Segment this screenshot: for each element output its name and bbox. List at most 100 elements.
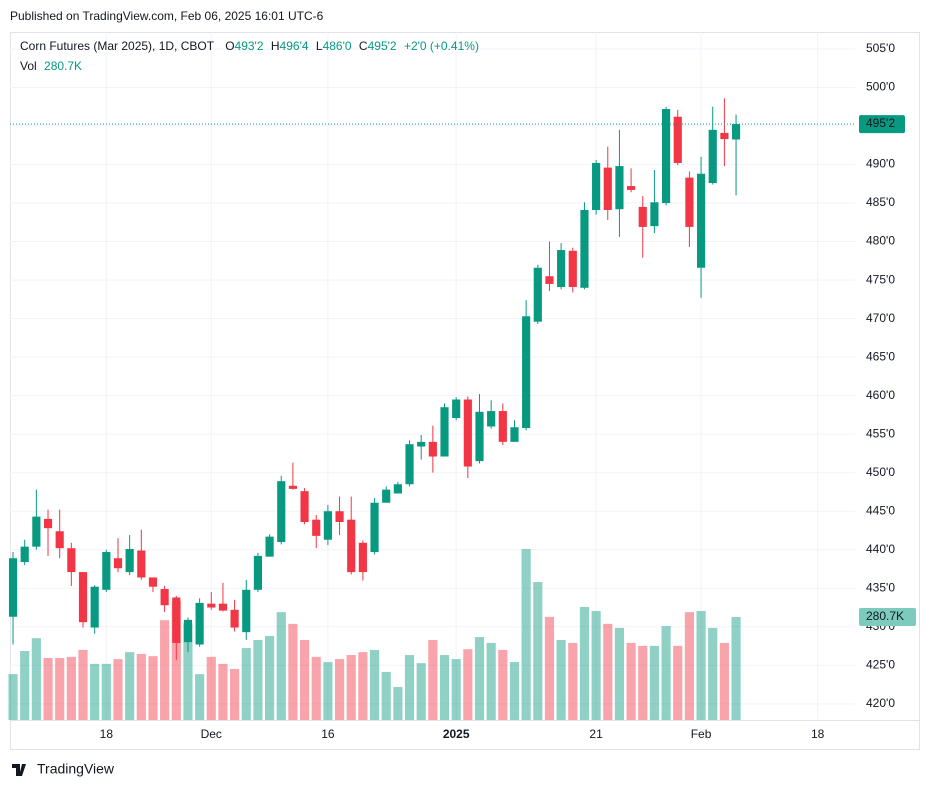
x-tick-label: 2025 <box>443 727 470 741</box>
legend-key: H <box>271 39 280 53</box>
volume-bar <box>451 659 461 720</box>
candle-body <box>172 597 181 643</box>
volume-bar <box>673 645 683 720</box>
last-price-label: 495'2 <box>866 116 895 130</box>
y-tick-label: 460'0 <box>866 388 895 402</box>
candle-body <box>452 399 461 418</box>
candle-body <box>393 484 402 494</box>
volume-bar <box>544 616 555 720</box>
volume-bar <box>556 640 566 720</box>
legend-value: 496'4 <box>280 39 309 53</box>
volume-bar <box>696 611 706 720</box>
candle-body <box>90 586 99 628</box>
volume-bar <box>288 623 298 720</box>
volume-bar <box>486 642 496 720</box>
candle-body <box>522 316 531 429</box>
last-volume-label: 280.7K <box>866 609 904 623</box>
candle-body <box>475 411 484 462</box>
candle-body <box>67 548 76 573</box>
volume-bar <box>661 626 671 720</box>
candle-body <box>440 407 449 457</box>
y-tick-label: 455'0 <box>866 426 895 440</box>
volume-bar <box>533 582 543 720</box>
candle-body <box>615 166 624 210</box>
volume-bar <box>603 623 613 720</box>
legend-value: 486'0 <box>323 39 352 53</box>
tradingview-logo: TradingView <box>12 761 115 777</box>
volume-bar <box>230 668 240 720</box>
candle-body <box>627 186 636 190</box>
volume-bar <box>684 612 694 720</box>
volume-bar <box>708 627 718 720</box>
volume-bar <box>498 649 508 720</box>
candle-body <box>78 572 88 623</box>
y-tick-label: 425'0 <box>866 657 895 671</box>
candle-body <box>592 162 601 210</box>
x-tick-label: Dec <box>201 727 222 741</box>
axis-layer: 420'0425'0430'0435'0440'0445'0450'0455'0… <box>100 41 916 741</box>
y-tick-label: 450'0 <box>866 465 895 479</box>
volume-bar <box>8 674 18 720</box>
volume-bar <box>568 642 578 720</box>
candle-body <box>358 542 367 573</box>
x-tick-label: Feb <box>691 727 712 741</box>
volume-bar <box>90 663 100 720</box>
candle-body <box>673 116 682 163</box>
volume-bar <box>416 663 426 720</box>
volume-bar <box>101 663 111 720</box>
volume-bar <box>43 657 53 720</box>
candle-body <box>183 619 193 643</box>
volume-bar <box>195 674 205 720</box>
candle-body <box>510 427 519 442</box>
volume-bar <box>276 612 286 720</box>
candle-body <box>533 267 542 322</box>
chart-frame <box>10 32 920 750</box>
volume-bar <box>253 640 263 720</box>
y-tick-label: 505'0 <box>866 41 895 55</box>
volume-bar <box>626 642 636 720</box>
candle-body <box>568 250 577 288</box>
candle-body <box>242 589 251 633</box>
candle-layer <box>8 98 855 660</box>
candle-body <box>32 516 41 547</box>
x-tick-label: 16 <box>321 727 335 741</box>
volume-bar <box>346 655 356 720</box>
y-tick-label: 435'0 <box>866 580 895 594</box>
candle-body <box>277 481 286 543</box>
volume-bar <box>463 649 473 720</box>
candle-body <box>113 558 123 569</box>
x-tick-label: 18 <box>811 727 825 741</box>
volume-bar <box>241 648 251 720</box>
candle-body <box>650 202 659 227</box>
volume-bar <box>719 642 729 720</box>
candle-body <box>323 511 332 540</box>
volume-bar <box>20 651 30 720</box>
volume-bar <box>428 640 438 720</box>
candle-body <box>720 132 729 140</box>
y-tick-label: 440'0 <box>866 542 895 556</box>
candle-body <box>662 109 671 204</box>
volume-bar <box>171 601 181 720</box>
volume-bar <box>404 655 415 720</box>
candle-body <box>300 491 309 522</box>
candle-body <box>696 173 706 268</box>
volume-bar <box>591 611 601 720</box>
volume-bar <box>299 640 310 720</box>
volume-layer <box>8 549 741 720</box>
candle-body <box>487 411 496 427</box>
grid <box>10 32 855 720</box>
candle-body <box>685 177 694 227</box>
volume-bar <box>160 620 170 720</box>
volume-bar <box>125 652 135 720</box>
candle-body <box>125 548 134 573</box>
x-tick-label: 18 <box>100 727 114 741</box>
candle-body <box>580 209 589 288</box>
volume-bar <box>649 645 660 720</box>
volume-bar <box>358 652 368 720</box>
legend-value: 495'2 <box>368 39 397 53</box>
candle-body <box>603 167 612 210</box>
volume-bar <box>136 653 146 720</box>
volume-bar <box>393 686 403 720</box>
candle-body <box>382 489 391 503</box>
